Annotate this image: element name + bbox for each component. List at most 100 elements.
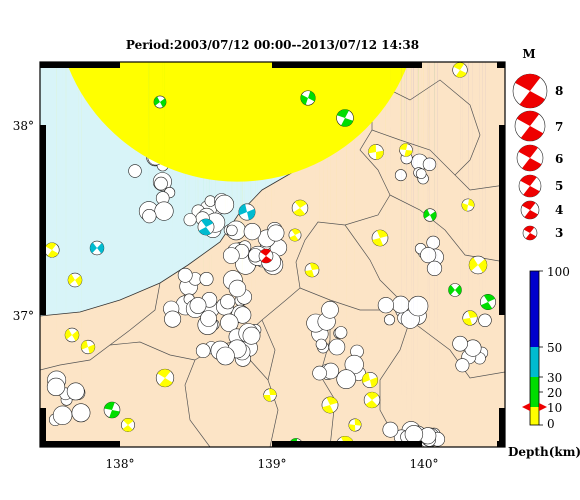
depth-band-deep (530, 271, 539, 347)
depth-tick-20: 20 (547, 386, 562, 400)
focal-mechanism-marker (480, 294, 496, 310)
focal-mechanism-marker (154, 62, 174, 221)
focal-mechanism-marker (423, 208, 437, 222)
magnitude-label-6: 6 (555, 152, 563, 166)
focal-mechanism-marker (228, 279, 247, 298)
focal-mechanism-marker (263, 388, 277, 402)
magnitude-legend-ball-icon (516, 144, 544, 172)
focal-mechanism-marker (407, 62, 429, 317)
focal-mechanism-marker (164, 62, 284, 328)
focal-mechanism-marker (103, 401, 121, 419)
focal-mechanism-marker (121, 418, 135, 432)
focal-mechanism-marker (377, 62, 395, 314)
magnitude-label-8: 8 (555, 84, 563, 98)
focal-mechanism-marker (371, 229, 389, 247)
focal-mechanism-marker (223, 62, 240, 264)
focal-mechanism-marker (243, 62, 261, 241)
focal-mechanism-marker (415, 62, 427, 179)
magnitude-legend-heading: M (522, 47, 535, 61)
focal-mechanism-marker (89, 240, 105, 256)
focal-mechanism-marker (300, 90, 316, 106)
map-title: Period:2003/07/12 00:00--2013/07/12 14:3… (125, 38, 420, 52)
focal-mechanism-marker (321, 300, 339, 319)
lon-tick-138: 138° (106, 457, 135, 471)
focal-mechanism-marker (452, 62, 468, 78)
focal-mechanism-marker (242, 62, 261, 345)
focal-mechanism-marker (199, 62, 214, 286)
focal-mechanism-marker (336, 62, 357, 390)
focal-mechanism-marker (220, 313, 239, 332)
focal-mechanism-marker (461, 198, 475, 212)
focal-mechanism-marker (382, 62, 399, 438)
focal-mechanism-marker (478, 62, 492, 327)
focal-mechanism-marker (399, 143, 413, 157)
depth-band-mid (530, 347, 539, 377)
focal-mechanism-marker (195, 62, 313, 359)
focal-mechanism-marker (304, 262, 320, 278)
focal-mechanism-marker (197, 218, 215, 236)
lon-tick-140: 140° (410, 457, 439, 471)
current-depth-marker-icon (522, 403, 547, 411)
depth-tick-30: 30 (547, 371, 562, 385)
depth-band-shallow (530, 377, 539, 407)
focal-mechanism-marker (455, 62, 470, 373)
focal-mechanism-marker (468, 255, 488, 275)
frame-ticks (40, 62, 505, 447)
focal-mechanism-marker (80, 339, 96, 355)
focal-mechanism-marker (177, 267, 193, 283)
magnitude-label-7: 7 (555, 120, 563, 134)
focal-mechanism-marker (200, 62, 217, 327)
focal-mechanism-marker (234, 306, 252, 324)
magnitude-label-3: 3 (555, 226, 563, 240)
depth-legend-label: Depth(km) (508, 445, 580, 459)
depth-tick-100: 100 (547, 265, 570, 279)
focal-mechanism-marker (312, 62, 327, 381)
largest-event-marker (258, 248, 274, 264)
focal-mechanism-marker (291, 199, 309, 217)
focal-mechanism-marker (448, 283, 462, 297)
focal-mechanism-marker (142, 62, 157, 224)
focal-mechanism-marker (64, 327, 80, 343)
depth-band-surface (530, 407, 539, 425)
focal-mechanism-marker (288, 228, 302, 242)
focal-mechanism-marker (420, 62, 437, 264)
focal-mechanism-marker (348, 418, 362, 432)
magnitude-legend-ball-icon (512, 73, 548, 109)
focal-mechanism-marker (462, 310, 478, 326)
focal-mechanism-marker (334, 326, 348, 339)
focal-mechanism-marker (422, 62, 437, 172)
focal-mechanism-marker (383, 314, 395, 326)
focal-mechanism-marker (214, 194, 235, 215)
focal-mechanism-marker (216, 62, 303, 366)
depth-tick-50: 50 (547, 341, 562, 355)
focal-mechanism-marker (155, 368, 175, 388)
focal-mechanism-marker (67, 272, 83, 288)
depth-tick-0: 0 (547, 417, 555, 431)
focal-mechanism-marker (66, 62, 378, 401)
focal-mechanism-marker (328, 62, 346, 356)
magnitude-legend-ball-icon (522, 225, 538, 241)
magnitude-label-4: 4 (555, 203, 563, 217)
focal-mechanism-marker (153, 95, 167, 109)
earthquake-markers (44, 62, 496, 447)
focal-mechanism-marker (368, 144, 384, 160)
focal-mechanism-marker (183, 213, 197, 227)
focal-mechanism-marker (220, 62, 236, 310)
focal-mechanism-marker (238, 203, 256, 221)
magnitude-legend-ball-icon (520, 200, 540, 220)
magnitude-label-5: 5 (555, 179, 563, 193)
magnitude-legend-ball-icon (514, 110, 546, 142)
depth-tick-10: 10 (547, 401, 562, 415)
magnitude-legend-ball-icon (518, 174, 542, 198)
focal-mechanism-marker (363, 391, 381, 409)
focal-mechanism-marker (336, 109, 354, 127)
focal-mechanism-marker (154, 62, 168, 191)
focal-mechanism-marker (361, 371, 379, 389)
lat-tick-38: 38° (13, 119, 34, 133)
focal-mechanism-marker (452, 62, 468, 352)
magnitude-legend: M 8 7 6 5 4 3 (512, 47, 563, 241)
lat-tick-37: 37° (13, 309, 34, 323)
lon-tick-139: 139° (258, 457, 287, 471)
depth-legend: 100 50 30 20 10 0 Depth(km) (508, 265, 580, 459)
focal-mechanism-marker (44, 242, 60, 258)
